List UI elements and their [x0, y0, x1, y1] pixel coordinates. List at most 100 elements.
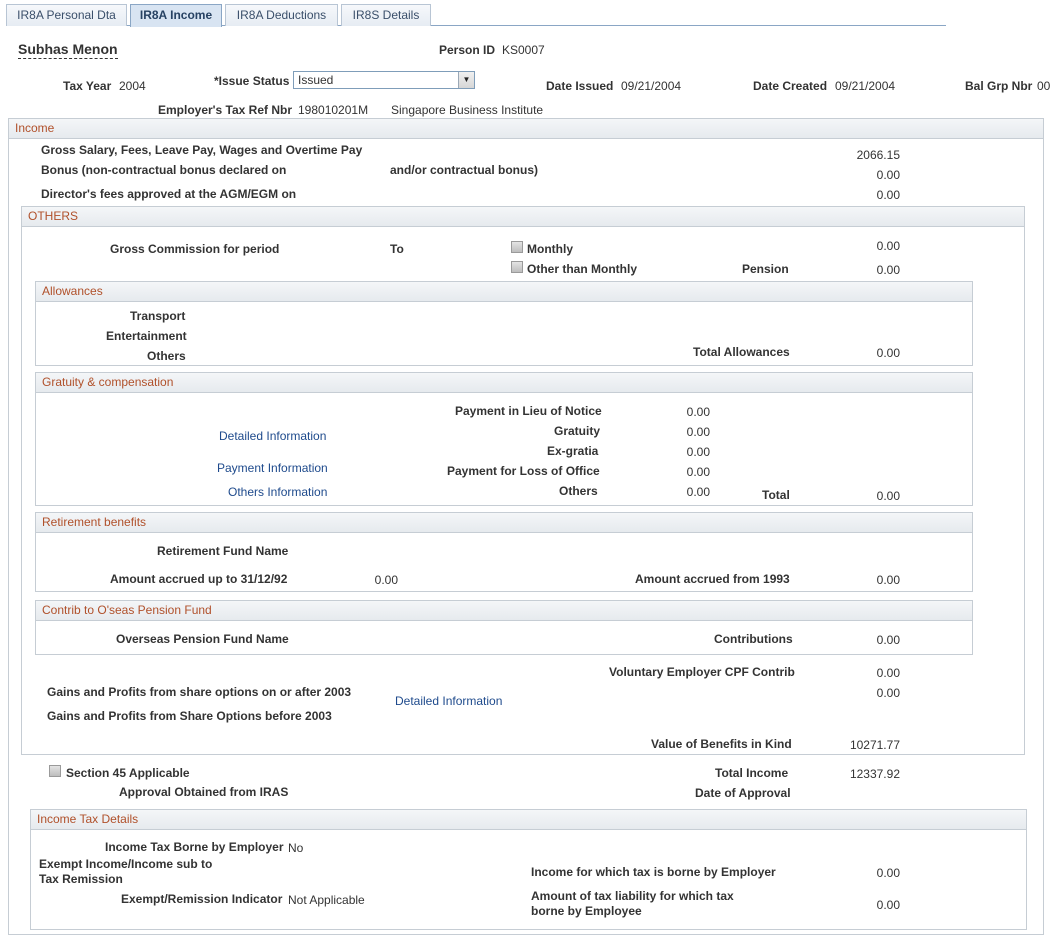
gross-salary-value: 2066.15 — [856, 148, 900, 162]
bal-grp-value: 00 — [1037, 79, 1051, 93]
other-than-monthly-label: Other than Monthly — [527, 262, 637, 276]
gratuity-value: 0.00 — [686, 425, 710, 439]
income-borne-employer-label: Income for which tax is borne by Employe… — [531, 865, 776, 879]
pension-fund-section-header: Contrib to O'seas Pension Fund — [36, 601, 972, 621]
directors-fees-value: 0.00 — [876, 188, 900, 202]
exempt-indicator-value: Not Applicable — [288, 893, 365, 907]
section45-label: Section 45 Applicable — [66, 766, 190, 780]
gross-commission-label: Gross Commission for period — [110, 242, 280, 256]
income-section-header: Income — [9, 119, 1043, 139]
others-section: OTHERS — [21, 206, 1025, 755]
gains-before-2003-label: Gains and Profits from Share Options bef… — [47, 709, 332, 723]
loss-of-office-label: Payment for Loss of Office — [447, 464, 600, 478]
gross-salary-label: Gross Salary, Fees, Leave Pay, Wages and… — [41, 143, 363, 157]
bal-grp-label: Bal Grp Nbr — [965, 79, 1033, 93]
tab-ir8a-income[interactable]: IR8A Income — [130, 4, 222, 27]
gratuity-others-value: 0.00 — [686, 485, 710, 499]
monthly-checkbox[interactable] — [511, 241, 523, 253]
others-information-link[interactable]: Others Information — [228, 485, 328, 499]
commission-value: 0.00 — [876, 239, 900, 253]
income-tax-section: Income Tax Details — [30, 809, 1027, 930]
gratuity-total-label: Total — [762, 488, 790, 502]
allowances-section: Allowances — [35, 281, 973, 366]
tab-ir8s-details[interactable]: IR8S Details — [341, 4, 431, 26]
retirement-fund-name-label: Retirement Fund Name — [157, 544, 289, 558]
accrued-92-value: 0.00 — [374, 573, 398, 587]
exempt-indicator-label: Exempt/Remission Indicator — [121, 892, 283, 906]
gratuity-total-value: 0.00 — [876, 489, 900, 503]
dropdown-arrow-icon[interactable]: ▼ — [458, 72, 474, 88]
date-created-value: 09/21/2004 — [835, 79, 896, 93]
tax-liability-label-2: borne by Employee — [531, 904, 642, 918]
tax-borne-employer-label: Income Tax Borne by Employer — [105, 840, 284, 854]
payment-information-link[interactable]: Payment Information — [217, 461, 328, 475]
tax-liability-value: 0.00 — [876, 898, 900, 912]
contributions-value: 0.00 — [876, 633, 900, 647]
employer-name: Singapore Business Institute — [391, 103, 544, 117]
employer-ref-label: Employer's Tax Ref Nbr — [158, 103, 293, 117]
total-income-label: Total Income — [715, 766, 789, 780]
issue-status-label: *Issue Status — [214, 74, 290, 88]
total-income-value: 12337.92 — [849, 767, 900, 781]
income-borne-employer-value: 0.00 — [876, 866, 900, 880]
gratuity-label: Gratuity — [554, 424, 601, 438]
voluntary-cpf-label: Voluntary Employer CPF Contrib — [609, 665, 795, 679]
gains-detailed-information-link[interactable]: Detailed Information — [395, 694, 503, 708]
approval-iras-label: Approval Obtained from IRAS — [119, 785, 289, 799]
total-allowances-label: Total Allowances — [693, 345, 790, 359]
overseas-fund-name-label: Overseas Pension Fund Name — [116, 632, 289, 646]
tab-bar-underline — [6, 25, 946, 26]
allowances-section-header: Allowances — [36, 282, 972, 302]
person-id-label: Person ID — [439, 43, 496, 57]
accrued-93-label: Amount accrued from 1993 — [635, 572, 790, 586]
employer-ref-value: 198010201M — [298, 103, 369, 117]
pension-value: 0.00 — [876, 263, 900, 277]
contributions-label: Contributions — [714, 632, 793, 646]
person-id-value: KS0007 — [502, 43, 545, 57]
date-issued-value: 09/21/2004 — [621, 79, 682, 93]
others-section-header: OTHERS — [22, 207, 1024, 227]
voluntary-cpf-value: 0.00 — [876, 666, 900, 680]
tax-year-label: Tax Year — [63, 79, 112, 93]
benefits-in-kind-value: 10271.77 — [849, 738, 900, 752]
tax-year-value: 2004 — [119, 79, 146, 93]
accrued-92-label: Amount accrued up to 31/12/92 — [110, 572, 288, 586]
ex-gratia-label: Ex-gratia — [547, 444, 599, 458]
date-of-approval-label: Date of Approval — [695, 786, 791, 800]
allowance-others-label: Others — [147, 349, 186, 363]
detailed-information-link[interactable]: Detailed Information — [219, 429, 327, 443]
total-allowances-value: 0.00 — [876, 346, 900, 360]
income-section: Income — [8, 118, 1044, 935]
date-issued-label: Date Issued — [546, 79, 614, 93]
commission-to-label: To — [390, 242, 404, 256]
other-than-monthly-checkbox[interactable] — [511, 261, 523, 273]
directors-fees-label: Director's fees approved at the AGM/EGM … — [41, 187, 297, 201]
tab-ir8a-deductions[interactable]: IR8A Deductions — [225, 4, 338, 26]
pension-label: Pension — [742, 262, 789, 276]
tab-ir8a-personal[interactable]: IR8A Personal Dta — [6, 4, 127, 26]
loss-of-office-value: 0.00 — [686, 465, 710, 479]
exempt-income-label: Exempt Income/Income sub to — [39, 857, 213, 871]
gratuity-section-header: Gratuity & compensation — [36, 373, 972, 393]
gratuity-section: Gratuity & compensation — [35, 372, 973, 506]
gains-after-2003-value: 0.00 — [876, 686, 900, 700]
benefits-in-kind-label: Value of Benefits in Kind — [651, 737, 792, 751]
tax-liability-label: Amount of tax liability for which tax — [531, 889, 734, 903]
gains-after-2003-label: Gains and Profits from share options on … — [47, 685, 352, 699]
income-tax-section-header: Income Tax Details — [31, 810, 1026, 830]
transport-label: Transport — [130, 309, 186, 323]
bonus-label-contractual: and/or contractual bonus) — [390, 163, 539, 177]
retirement-section: Retirement benefits — [35, 512, 973, 592]
issue-status-select[interactable]: Issued ▼ — [293, 71, 475, 89]
lieu-notice-value: 0.00 — [686, 405, 710, 419]
bonus-label: Bonus (non-contractual bonus declared on — [41, 163, 287, 177]
ex-gratia-value: 0.00 — [686, 445, 710, 459]
employee-name: Subhas Menon — [18, 41, 118, 59]
entertainment-label: Entertainment — [106, 329, 187, 343]
bonus-value: 0.00 — [876, 168, 900, 182]
accrued-93-value: 0.00 — [876, 573, 900, 587]
section45-checkbox[interactable] — [49, 765, 61, 777]
tax-remission-label: Tax Remission — [39, 872, 123, 886]
date-created-label: Date Created — [753, 79, 828, 93]
lieu-notice-label: Payment in Lieu of Notice — [455, 404, 602, 418]
